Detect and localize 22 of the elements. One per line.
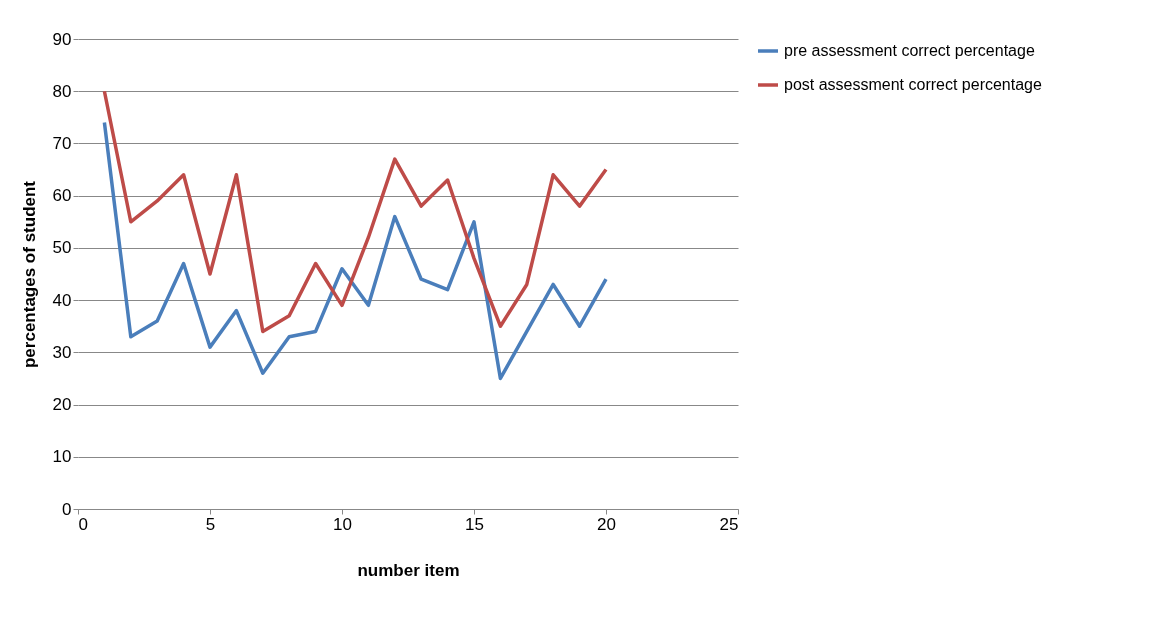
y-tick-label: 60 [52, 186, 72, 206]
y-tick-label: 90 [52, 29, 72, 49]
line-series [102, 120, 608, 381]
y-tick-label: 20 [52, 395, 72, 415]
x-tick-label: 20 [597, 514, 616, 534]
y-tick-label: 10 [52, 447, 72, 467]
x-tick-label: 0 [78, 514, 88, 534]
y-tick-label: 0 [62, 499, 72, 519]
x-tick-label: 25 [719, 514, 739, 534]
line-series [102, 89, 608, 334]
x-tick-label: 5 [205, 514, 216, 534]
y-tick-label: 30 [52, 342, 72, 362]
y-tick-label: 50 [52, 238, 72, 258]
legend-label: post assessment correct percentage [784, 76, 1043, 93]
y-tick-label: 40 [52, 290, 72, 310]
x-tick-label: 10 [333, 514, 352, 534]
x-axis-title: number item [357, 560, 460, 580]
y-tick-label: 70 [52, 133, 72, 153]
y-axis-title: percentages of student [19, 180, 39, 369]
y-tick-label: 80 [52, 81, 72, 101]
x-tick-label: 15 [465, 514, 484, 534]
legend-label: pre assessment correct percentage [784, 42, 1035, 59]
